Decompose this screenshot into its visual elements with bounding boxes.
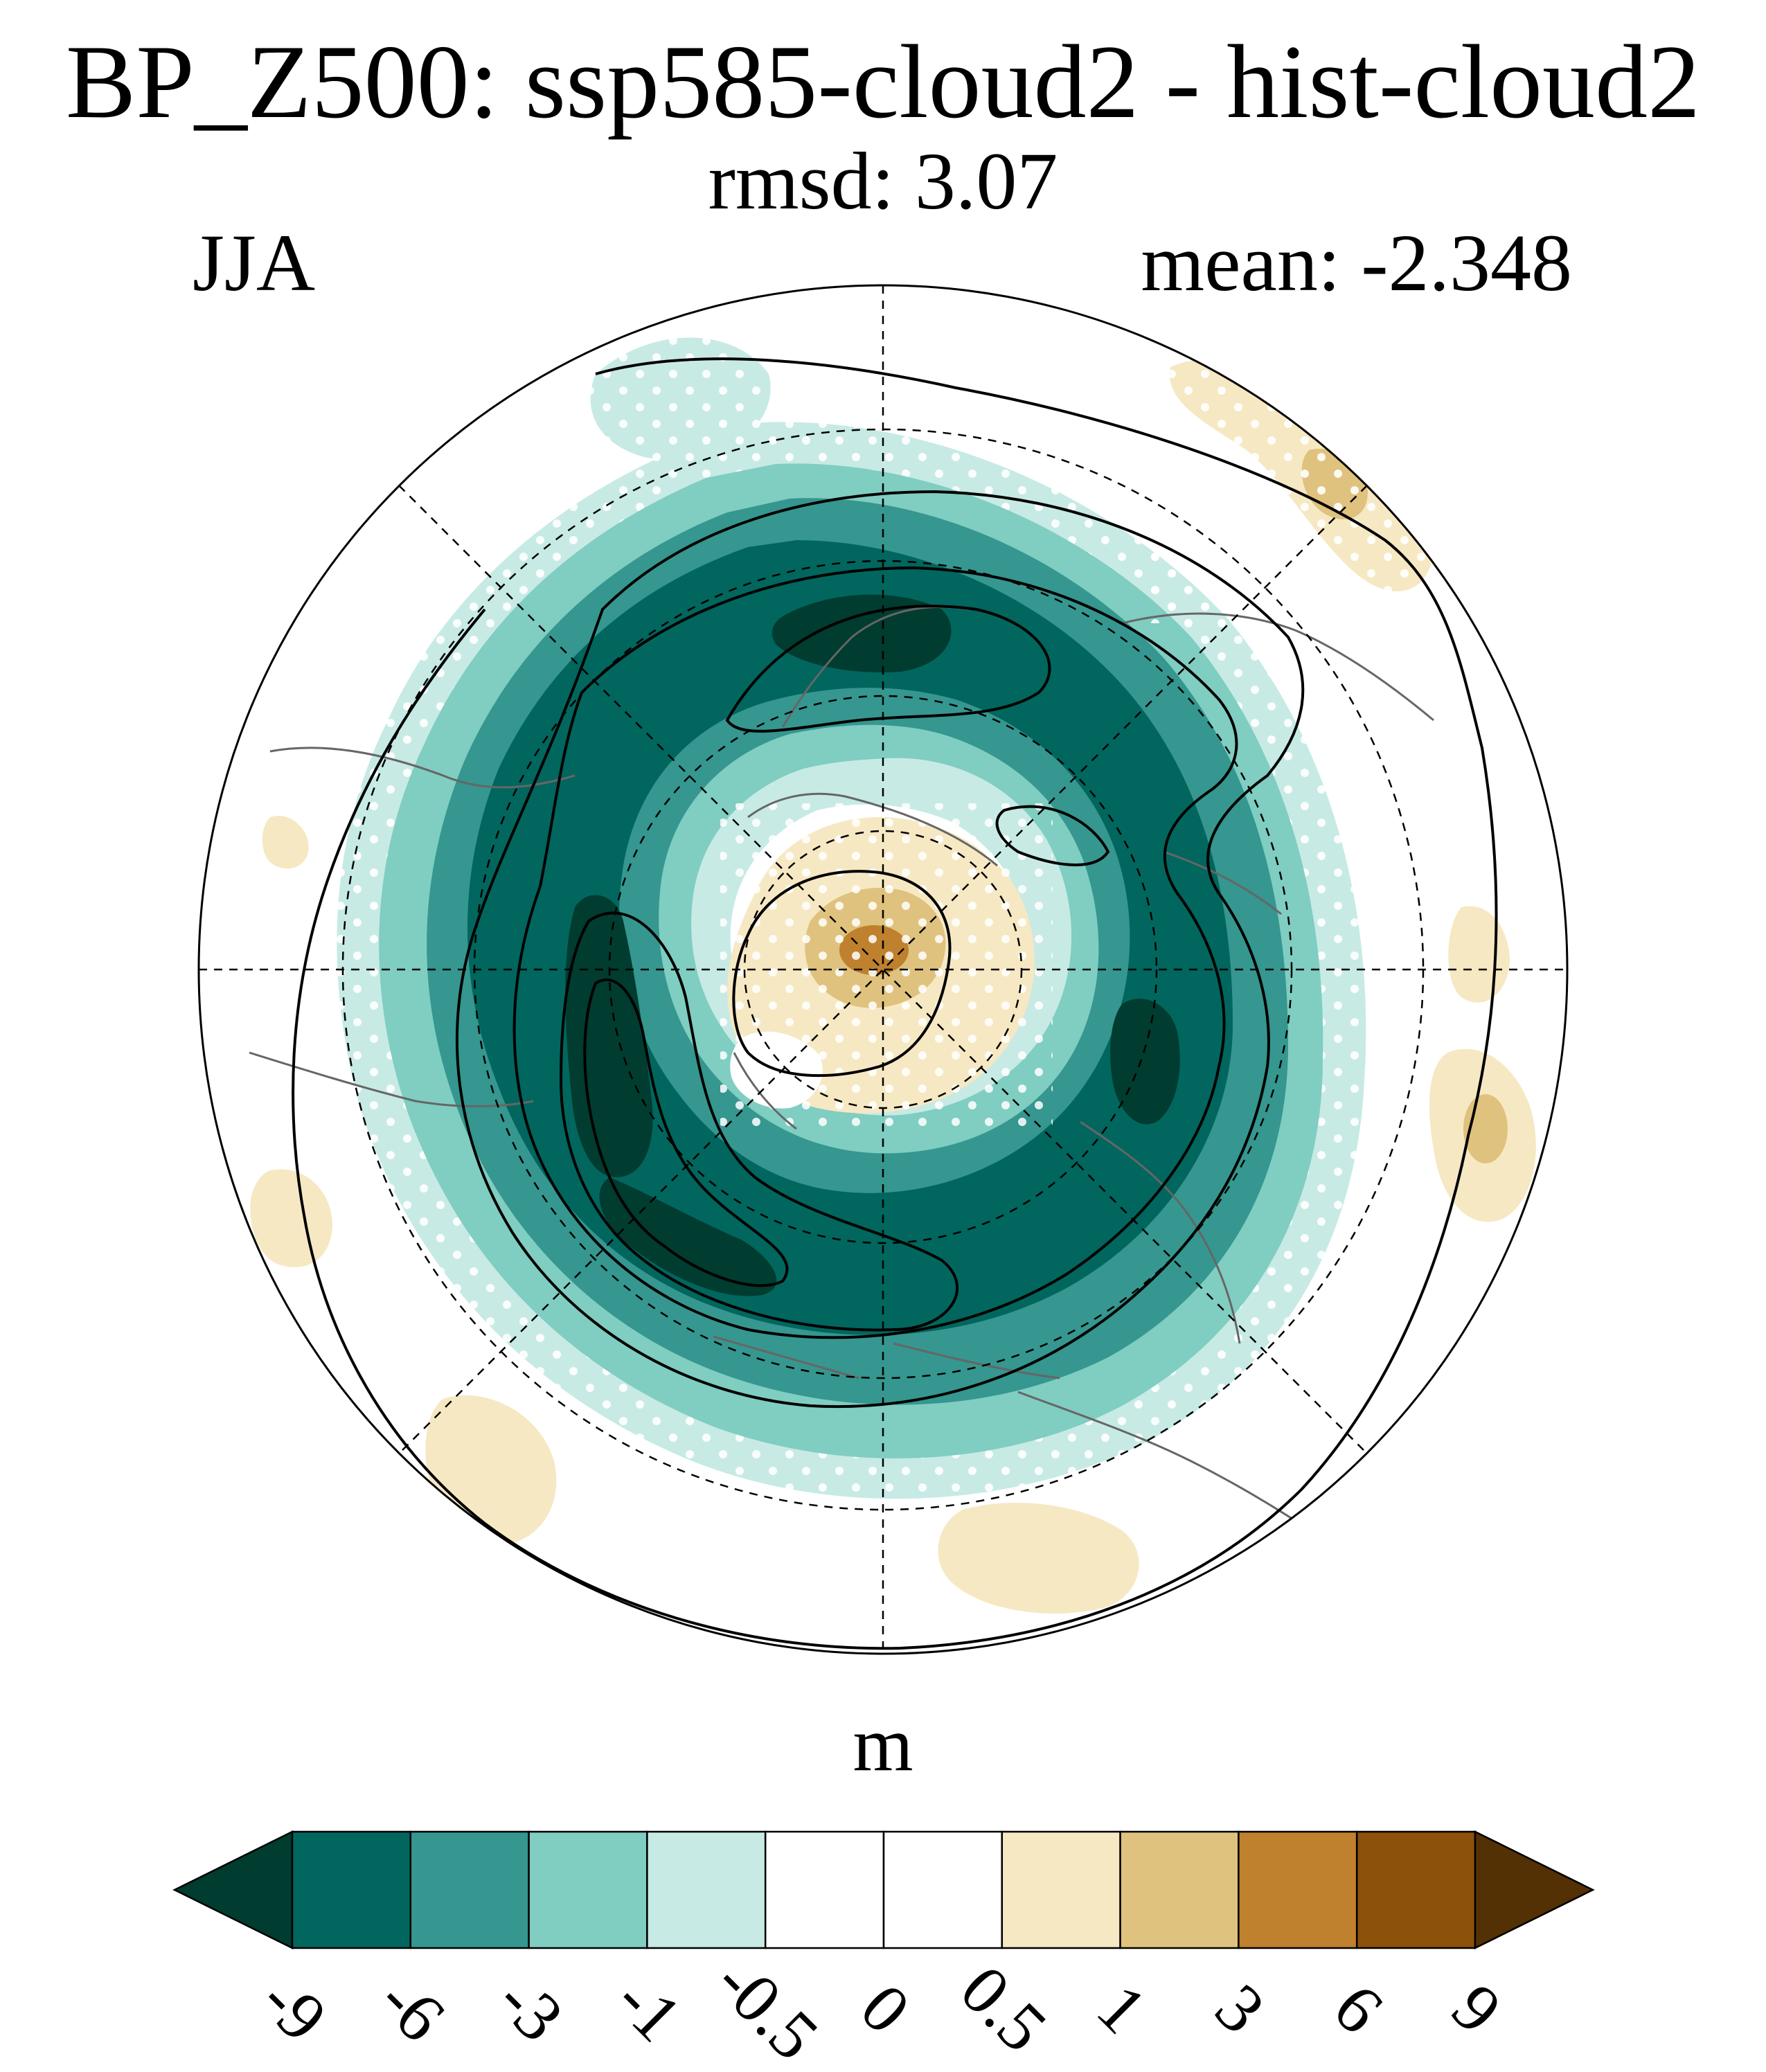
colorbar-box bbox=[409, 1830, 530, 1949]
mean-label: mean: -2.348 bbox=[1141, 217, 1572, 308]
colorbar-box bbox=[528, 1830, 648, 1949]
colorbar-units: m bbox=[853, 1702, 913, 1787]
colorbar-tick-label: -1 bbox=[601, 1961, 696, 2056]
colorbar-box bbox=[1355, 1830, 1477, 1949]
colorbar-tick-label: 0 bbox=[846, 1970, 925, 2048]
anomaly-rim-west bbox=[262, 816, 309, 869]
anomaly-core-north bbox=[771, 594, 952, 672]
season-label: JJA bbox=[193, 217, 316, 308]
graticule bbox=[199, 285, 1567, 1654]
anomaly-core-southwest bbox=[599, 1177, 777, 1296]
colorbar-box bbox=[764, 1830, 885, 1949]
colorbar-high-triangle bbox=[1474, 1830, 1595, 1950]
colorbar-box bbox=[1238, 1830, 1358, 1949]
colorbar-box bbox=[1119, 1830, 1240, 1949]
colorbar-box bbox=[1001, 1830, 1121, 1949]
colorbar-tick-label: 9 bbox=[1438, 1970, 1517, 2048]
colorbar-low-triangle bbox=[172, 1830, 294, 1950]
colorbar-box bbox=[646, 1830, 767, 1949]
colorbar-tick-label: -0.5 bbox=[701, 1942, 832, 2072]
contours bbox=[292, 357, 1498, 1650]
colorbar-tick-label: -6 bbox=[365, 1961, 460, 2056]
figure-title: BP_Z500: ssp585-cloud2 - hist-cloud2 bbox=[65, 24, 1701, 140]
colorbar-tick-label: 6 bbox=[1319, 1970, 1398, 2048]
anomaly-core-west bbox=[565, 895, 653, 1177]
colorbar-box bbox=[291, 1830, 412, 1949]
anomaly-rim-south bbox=[938, 1503, 1139, 1614]
rmsd-label: rmsd: 3.07 bbox=[708, 136, 1058, 226]
colorbar-box bbox=[882, 1830, 1004, 1949]
colorbar-tick-label: 0.5 bbox=[946, 1951, 1062, 2066]
colorbar-tick-label: 1 bbox=[1082, 1970, 1161, 2048]
colorbar-tick-label: 3 bbox=[1201, 1970, 1280, 2048]
map-boundary bbox=[197, 284, 1569, 1655]
colorbar-tick-label: -3 bbox=[483, 1961, 578, 2056]
colorbar-tick-label: -9 bbox=[247, 1961, 341, 2056]
anomaly-rim-southwest-2 bbox=[250, 1169, 332, 1267]
